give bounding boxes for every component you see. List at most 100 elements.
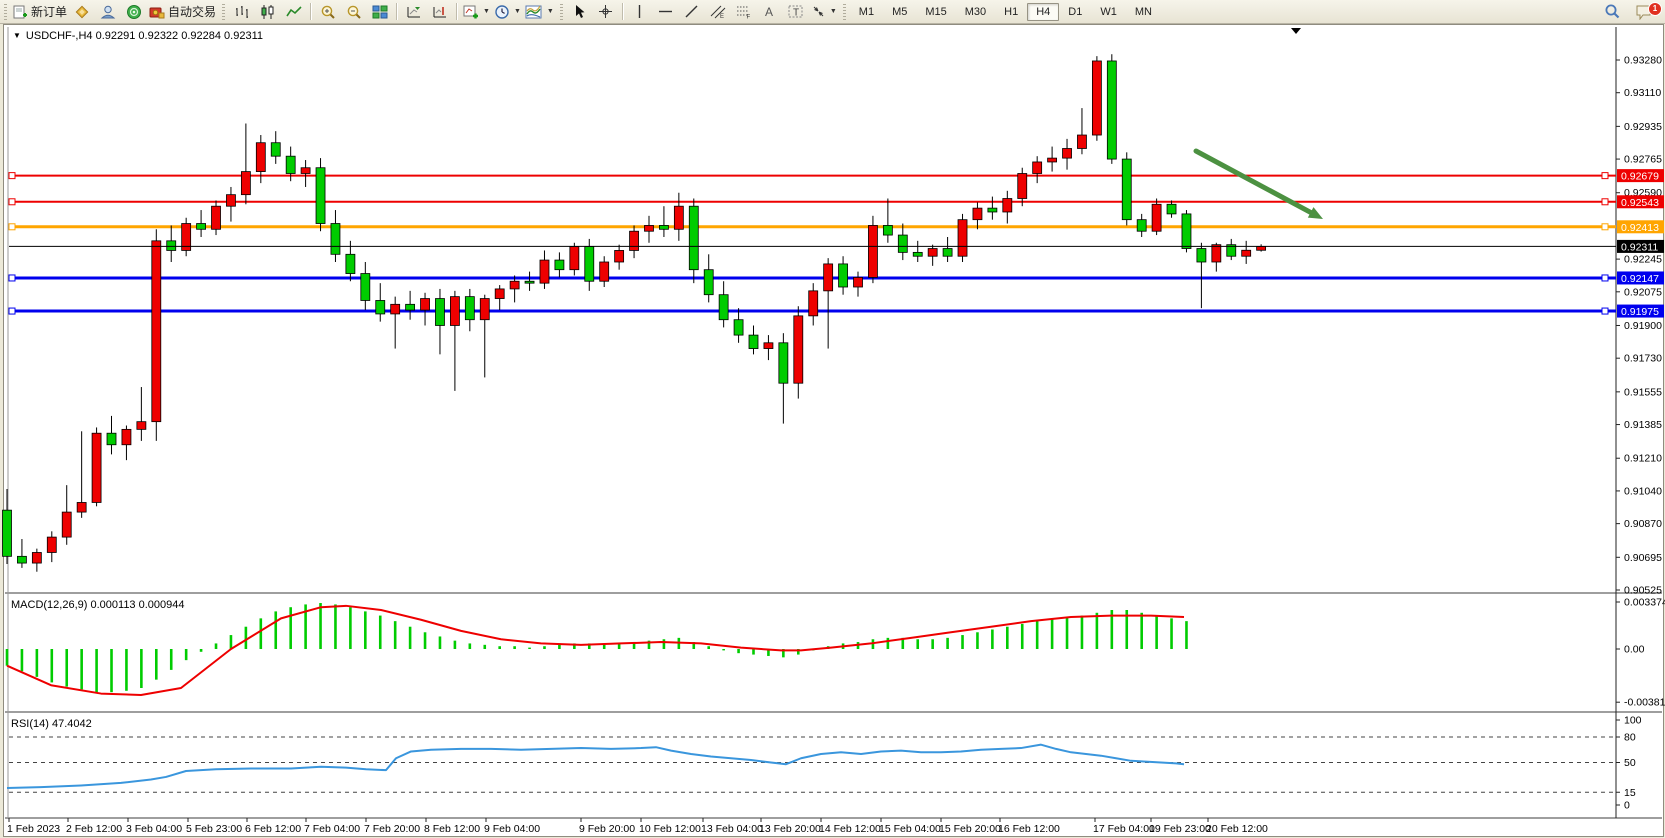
timeframe-button-MN[interactable]: MN xyxy=(1134,5,1152,18)
price-level-label: 0.92543 xyxy=(1621,197,1659,209)
crosshair-button[interactable] xyxy=(593,2,619,22)
chart-line-button[interactable] xyxy=(281,2,307,22)
timeframe-button-H1[interactable]: H1 xyxy=(1004,5,1019,18)
trend-arrow-head[interactable] xyxy=(1307,207,1323,219)
timeframe-button-M5[interactable]: M5 xyxy=(892,5,908,18)
chart-candles-button[interactable] xyxy=(255,2,281,22)
candle xyxy=(31,548,42,572)
toolbar-separator xyxy=(396,3,399,20)
dropdown-caret-icon: ▼ xyxy=(829,8,837,15)
rsi-value: 47.4042 xyxy=(51,718,92,730)
level-line-handle[interactable] xyxy=(8,172,16,180)
arrows-button[interactable]: ▼ xyxy=(809,2,839,22)
candle xyxy=(987,196,998,220)
trendline-button[interactable] xyxy=(679,2,705,22)
person-icon xyxy=(100,5,116,18)
toolbar-grip[interactable] xyxy=(4,3,7,20)
candle xyxy=(897,223,908,261)
candle xyxy=(539,250,550,289)
notifications-button[interactable]: 1 xyxy=(1631,1,1662,22)
chart-shift-button[interactable] xyxy=(427,2,453,22)
profile-button[interactable] xyxy=(95,2,121,22)
candle-body-up xyxy=(569,246,580,271)
auto-scroll-button[interactable] xyxy=(401,2,427,22)
autotrade-button[interactable]: 自动交易 xyxy=(147,2,218,22)
toolbar-grip[interactable] xyxy=(559,3,563,20)
chart-title-text: USDCHF-,H4 0.92291 0.92322 0.92284 0.923… xyxy=(25,30,263,42)
market-depth-button[interactable] xyxy=(69,2,95,22)
candle-body-down xyxy=(196,223,206,230)
trend-arrow[interactable] xyxy=(1193,148,1317,217)
crosshair-icon xyxy=(599,5,613,18)
timeframe-button-M1[interactable]: M1 xyxy=(858,5,875,18)
fibonacci-button[interactable]: F xyxy=(731,2,757,22)
rsi-axis-label: 100 xyxy=(1624,715,1642,727)
level-line-handle[interactable] xyxy=(8,307,16,315)
candle-body-up xyxy=(1151,203,1162,232)
timeframe-button-H4[interactable]: H4 xyxy=(1027,2,1060,21)
candle-body-down xyxy=(1196,248,1207,263)
period-button[interactable]: ▼ xyxy=(492,2,523,22)
candle xyxy=(748,325,759,355)
macd-indicator-label: MACD(12,26,9) 0.000113 0.000944 xyxy=(11,599,185,611)
date-axis-label: 5 Feb 23:00 xyxy=(186,823,242,835)
chart-shift-marker[interactable] xyxy=(1291,28,1301,34)
toolbar-grip[interactable] xyxy=(842,3,846,20)
zoom-out-button[interactable] xyxy=(341,2,367,22)
collapse-triangle-icon[interactable]: ▼ xyxy=(13,31,21,40)
timeframe-button-W1[interactable]: W1 xyxy=(1100,5,1117,18)
add-indicator-button[interactable]: ▼ xyxy=(461,2,492,22)
candle-body-up xyxy=(853,276,863,288)
toolbar-grip[interactable] xyxy=(222,3,226,20)
level-line-handle[interactable] xyxy=(1601,198,1609,206)
level-line-handle[interactable] xyxy=(8,223,16,231)
horizontal-line-button[interactable] xyxy=(653,2,679,22)
candle xyxy=(1077,108,1087,155)
candle-body-down xyxy=(778,342,789,384)
search-button[interactable] xyxy=(1599,2,1625,22)
candle xyxy=(1136,213,1147,237)
date-axis-label: 8 Feb 12:00 xyxy=(424,823,480,835)
date-axis-label: 20 Feb 12:00 xyxy=(1206,823,1268,835)
signals-button[interactable] xyxy=(121,2,147,22)
timeframe-button-M15[interactable]: M15 xyxy=(925,5,947,18)
level-line-handle[interactable] xyxy=(1601,223,1609,231)
timeframe-button-M30[interactable]: M30 xyxy=(964,5,987,18)
text-label-icon: T xyxy=(788,5,803,19)
candle xyxy=(17,539,27,568)
candle-body-up xyxy=(972,207,983,221)
level-line-handle[interactable] xyxy=(8,198,16,206)
chart-window: ▼ USDCHF-,H4 0.92291 0.92322 0.92284 0.92… xyxy=(2,24,1665,837)
search-icon xyxy=(1605,4,1619,19)
candle xyxy=(270,131,281,164)
candle xyxy=(494,285,505,311)
chart-bars-button[interactable] xyxy=(229,2,255,22)
new-order-button[interactable]: 新订单 xyxy=(11,2,69,22)
price-level-label: 0.92413 xyxy=(1621,222,1659,234)
text-button[interactable]: A xyxy=(757,2,783,22)
timeframe-button-D1[interactable]: D1 xyxy=(1068,5,1083,18)
tile-windows-button[interactable] xyxy=(367,2,393,22)
price-axis-tick-label: 0.90525 xyxy=(1624,584,1662,596)
text-label-button[interactable]: T xyxy=(783,2,809,22)
dropdown-caret-icon: ▼ xyxy=(546,8,554,15)
dropdown-caret-icon: ▼ xyxy=(513,8,521,15)
price-axis-tick-label: 0.93280 xyxy=(1624,55,1662,67)
level-line-handle[interactable] xyxy=(8,274,16,282)
level-line-handle[interactable] xyxy=(1601,307,1609,315)
text-icon: A xyxy=(765,5,773,19)
channel-button[interactable]: E xyxy=(705,2,731,22)
candle-body-down xyxy=(1166,203,1177,215)
cursor-button[interactable] xyxy=(567,2,593,22)
candle-body-down xyxy=(166,240,177,251)
vertical-line-button[interactable] xyxy=(627,2,653,22)
rsi-line xyxy=(6,743,1185,789)
price-level-label-box xyxy=(1617,220,1664,234)
macd-name: MACD(12,26,9) xyxy=(11,599,88,611)
main-toolbar: 新订单 xyxy=(0,0,1665,24)
zoom-in-button[interactable] xyxy=(315,2,341,22)
template-button[interactable]: ▼ xyxy=(523,2,556,22)
level-line-handle[interactable] xyxy=(1601,172,1609,180)
level-line-handle[interactable] xyxy=(1601,274,1609,282)
date-axis-label: 3 Feb 04:00 xyxy=(126,823,182,835)
